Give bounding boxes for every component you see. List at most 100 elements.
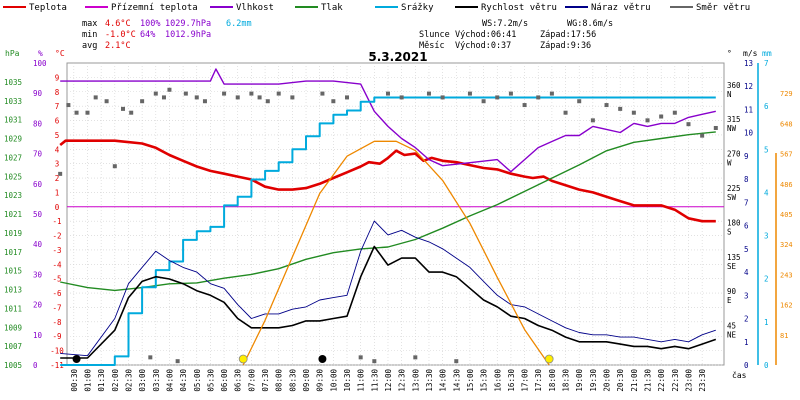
x-tick-label: 08:00 bbox=[275, 369, 284, 392]
x-tick-label: 20:00 bbox=[603, 369, 612, 392]
y-tick-temperature: -8 bbox=[52, 318, 62, 327]
y-tick-pressure: 1033 bbox=[4, 97, 22, 106]
wind-dir-point bbox=[358, 355, 363, 360]
x-tick-label: 11:30 bbox=[370, 369, 379, 392]
wind-dir-point bbox=[508, 91, 513, 96]
y-tick-wind-speed: 8 bbox=[744, 175, 749, 184]
moon-marker bbox=[318, 355, 327, 363]
series-line-solar bbox=[242, 140, 550, 366]
y-tick-solar: 486 bbox=[780, 181, 793, 189]
y-tick-solar: 162 bbox=[780, 302, 793, 310]
y-tick-pressure: 1007 bbox=[4, 342, 22, 351]
y-tick-wind-dir: 45 bbox=[727, 322, 736, 331]
x-tick-label: 01:00 bbox=[83, 369, 92, 392]
axis-label-precip: mm bbox=[762, 49, 772, 58]
wind-dir-point bbox=[713, 125, 718, 130]
y-tick-solar: 648 bbox=[780, 120, 793, 128]
y-tick-precip: 0 bbox=[764, 361, 769, 370]
y-tick-wind-dir-label: NW bbox=[727, 124, 737, 133]
wind-dir-point bbox=[672, 110, 677, 115]
wind-dir-point bbox=[112, 164, 117, 169]
y-tick-wind-dir: 315 bbox=[727, 115, 741, 124]
y-tick-temperature: -3 bbox=[52, 246, 61, 255]
y-tick-wind-dir: 90 bbox=[727, 287, 737, 296]
y-tick-solar: 729 bbox=[780, 90, 793, 98]
wind-dir-point bbox=[522, 103, 527, 108]
legend-label: Tlak bbox=[321, 3, 343, 13]
y-tick-temperature: 7 bbox=[55, 102, 60, 111]
y-tick-temperature: -11 bbox=[50, 361, 64, 370]
wind-dir-point bbox=[85, 110, 90, 115]
wind-dir-point bbox=[194, 95, 199, 100]
x-tick-label: 09:30 bbox=[316, 369, 325, 392]
sun-set: Západ:17:56 bbox=[540, 30, 596, 40]
wind-dir-point bbox=[618, 106, 623, 111]
y-tick-wind-dir: 360 bbox=[727, 81, 741, 90]
wind-dir-point bbox=[249, 91, 254, 96]
wind-dir-point bbox=[104, 99, 109, 104]
moon-set: Západ:9:36 bbox=[540, 41, 591, 51]
y-tick-pressure: 1019 bbox=[4, 229, 22, 238]
series-line-n-raz-v-tru bbox=[60, 220, 716, 357]
x-tick-label: 15:00 bbox=[466, 369, 475, 392]
x-tick-label: 12:00 bbox=[384, 369, 393, 392]
moon-label: Měsíc bbox=[419, 41, 445, 51]
x-tick-label: 07:30 bbox=[261, 369, 270, 392]
wind-dir-point bbox=[549, 91, 554, 96]
axis-label-wind-speed: m/s bbox=[743, 49, 758, 58]
legend-item-prizemni-teplota: Přízemní teplota bbox=[85, 3, 198, 13]
y-tick-pressure: 1005 bbox=[4, 361, 22, 370]
wind-dir-point bbox=[148, 355, 153, 360]
x-tick-label: 04:00 bbox=[165, 369, 174, 392]
x-tick-label: 13:30 bbox=[425, 369, 434, 392]
wind-dir-point bbox=[577, 99, 582, 104]
y-tick-temperature: -10 bbox=[50, 347, 64, 356]
wind-dir-point bbox=[426, 91, 431, 96]
y-tick-humidity: 60 bbox=[33, 180, 43, 189]
sun-marker bbox=[544, 354, 554, 364]
x-tick-label: 16:30 bbox=[507, 369, 516, 392]
y-tick-wind-dir: 180 bbox=[727, 218, 741, 227]
x-axis-label: čas bbox=[732, 370, 747, 380]
wind-dir-point bbox=[257, 95, 262, 100]
y-tick-wind-speed: 2 bbox=[744, 315, 749, 324]
legend-item-tlak: Tlak bbox=[295, 3, 343, 13]
wind-dir-point bbox=[331, 99, 336, 104]
axis-label-wind-dir: ° bbox=[727, 49, 732, 58]
y-tick-temperature: -6 bbox=[52, 289, 62, 298]
y-tick-temperature: 5 bbox=[55, 131, 60, 140]
y-tick-wind-speed: 6 bbox=[744, 222, 749, 231]
wind-dir-point bbox=[58, 171, 63, 176]
stat-max-press: 1029.7hPa bbox=[165, 19, 211, 29]
series-line-teplota bbox=[59, 139, 716, 223]
wind-dir-point bbox=[536, 95, 541, 100]
legend-item-naraz-vetru: Náraz větru bbox=[565, 3, 651, 13]
y-tick-wind-speed: 12 bbox=[744, 82, 753, 91]
y-tick-wind-dir: 270 bbox=[727, 150, 741, 159]
stat-min-label: min bbox=[82, 30, 97, 40]
legend: Teplota Přízemní teplota Vlhkost Tlak Sr… bbox=[3, 3, 750, 13]
moon-rise: Východ:0:37 bbox=[455, 41, 511, 51]
wind-dir-point bbox=[495, 95, 500, 100]
wind-dir-point bbox=[659, 114, 664, 119]
wind-dir-point bbox=[175, 359, 180, 364]
moon-marker bbox=[72, 355, 81, 363]
wind-dir-point bbox=[121, 106, 126, 111]
y-tick-solar: 567 bbox=[780, 151, 793, 159]
y-tick-wind-dir-label: NE bbox=[727, 331, 737, 340]
x-tick-label: 04:30 bbox=[179, 369, 188, 392]
y-tick-humidity: 50 bbox=[33, 210, 43, 219]
wind-dir-point bbox=[235, 95, 240, 100]
y-tick-pressure: 1017 bbox=[4, 248, 22, 257]
x-tick-label: 08:30 bbox=[288, 369, 297, 392]
wind-dir-point bbox=[399, 95, 404, 100]
wind-dir-point bbox=[563, 110, 568, 115]
y-tick-temperature: 0 bbox=[55, 203, 60, 212]
x-tick-label: 07:00 bbox=[247, 369, 256, 392]
y-tick-pressure: 1013 bbox=[4, 286, 22, 295]
wind-dir-point bbox=[140, 99, 145, 104]
y-tick-humidity: 90 bbox=[33, 89, 43, 98]
y-tick-temperature: 9 bbox=[55, 73, 60, 82]
wind-dir-point bbox=[481, 99, 486, 104]
y-tick-wind-dir: 135 bbox=[727, 253, 741, 262]
